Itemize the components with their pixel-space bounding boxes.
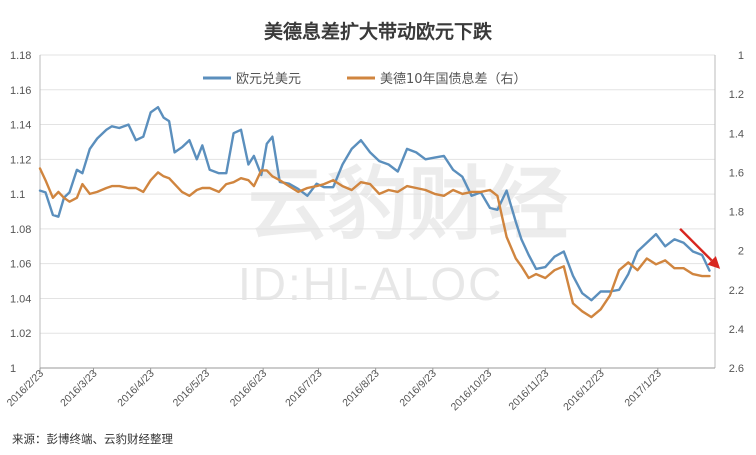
arrow-shaft <box>679 228 713 262</box>
x-tick-label: 2016/3/23 <box>58 368 100 410</box>
x-tick-label: 2016/5/23 <box>171 368 213 410</box>
x-tick-label: 2016/12/23 <box>561 368 607 414</box>
x-axis: 2016/2/23 2016/3/23 2016/4/23 2016/5/23 2016… <box>5 367 715 414</box>
watermark-id: ID:HI-ALOC <box>238 258 503 310</box>
series-line-spread <box>38 167 711 319</box>
gridlines <box>40 54 715 369</box>
y-axis-left: 1.18 1.16 1.14 1.12 1.1 1.08 1.06 1.04 1.02 1 <box>10 50 41 375</box>
series-lines <box>38 105 711 319</box>
x-tick-label: 2016/11/23 <box>506 368 551 413</box>
y-left-tick-label: 1.04 <box>10 293 31 305</box>
watermark-logo: 云豹财经 <box>248 158 568 251</box>
y-left-tick-label: 1.02 <box>10 328 31 340</box>
y-axis-right: 1 1.2 1.4 1.6 1.8 2 2.2 2.4 2.6 <box>714 50 744 375</box>
y-right-tick-label: 2.2 <box>729 285 744 297</box>
y-left-tick-label: 1.06 <box>10 259 31 271</box>
y-right-tick-label: 2.6 <box>729 363 744 375</box>
x-tick-label: 2016/6/23 <box>228 368 270 410</box>
x-tick-label: 2016/10/23 <box>449 368 495 414</box>
y-left-tick-label: 1.18 <box>10 50 31 62</box>
y-left-tick-label: 1.08 <box>10 224 31 236</box>
chart-title: 美德息差扩大带动欧元下跌 <box>264 20 493 43</box>
trend-arrow <box>679 228 721 269</box>
x-tick-label: 2017/1/23 <box>622 368 664 410</box>
y-left-tick-label: 1.14 <box>10 120 31 132</box>
y-right-tick-label: 2.4 <box>729 324 744 336</box>
x-tick-label: 2016/7/23 <box>283 368 325 410</box>
y-left-tick-label: 1.12 <box>10 154 31 166</box>
x-tick-label: 2016/8/23 <box>340 368 382 410</box>
source-note: 来源：彭博终端、云豹财经整理 <box>12 432 173 446</box>
y-left-tick-label: 1 <box>10 363 16 375</box>
y-right-tick-label: 1.6 <box>729 167 744 179</box>
y-right-tick-label: 1.2 <box>729 89 744 101</box>
legend-label-eurusd: 欧元兑美元 <box>236 72 301 87</box>
arrow-head <box>707 256 721 269</box>
y-right-tick-label: 1.4 <box>729 128 744 140</box>
legend-label-spread: 美德10年国债息差（右） <box>380 71 527 87</box>
y-left-tick-label: 1.16 <box>10 85 31 97</box>
watermark: 云豹财经 ID:HI-ALOC <box>238 158 568 310</box>
x-tick-label: 2016/9/23 <box>397 368 439 410</box>
x-tick-label: 2016/4/23 <box>115 368 157 410</box>
y-left-tick-label: 1.1 <box>10 189 25 201</box>
y-right-tick-label: 1 <box>738 50 744 62</box>
y-right-tick-label: 2 <box>738 246 744 258</box>
y-right-tick-label: 1.8 <box>729 207 744 219</box>
series-line-eurusd <box>38 105 711 302</box>
legend: 欧元兑美元 美德10年国债息差（右） <box>203 71 527 87</box>
